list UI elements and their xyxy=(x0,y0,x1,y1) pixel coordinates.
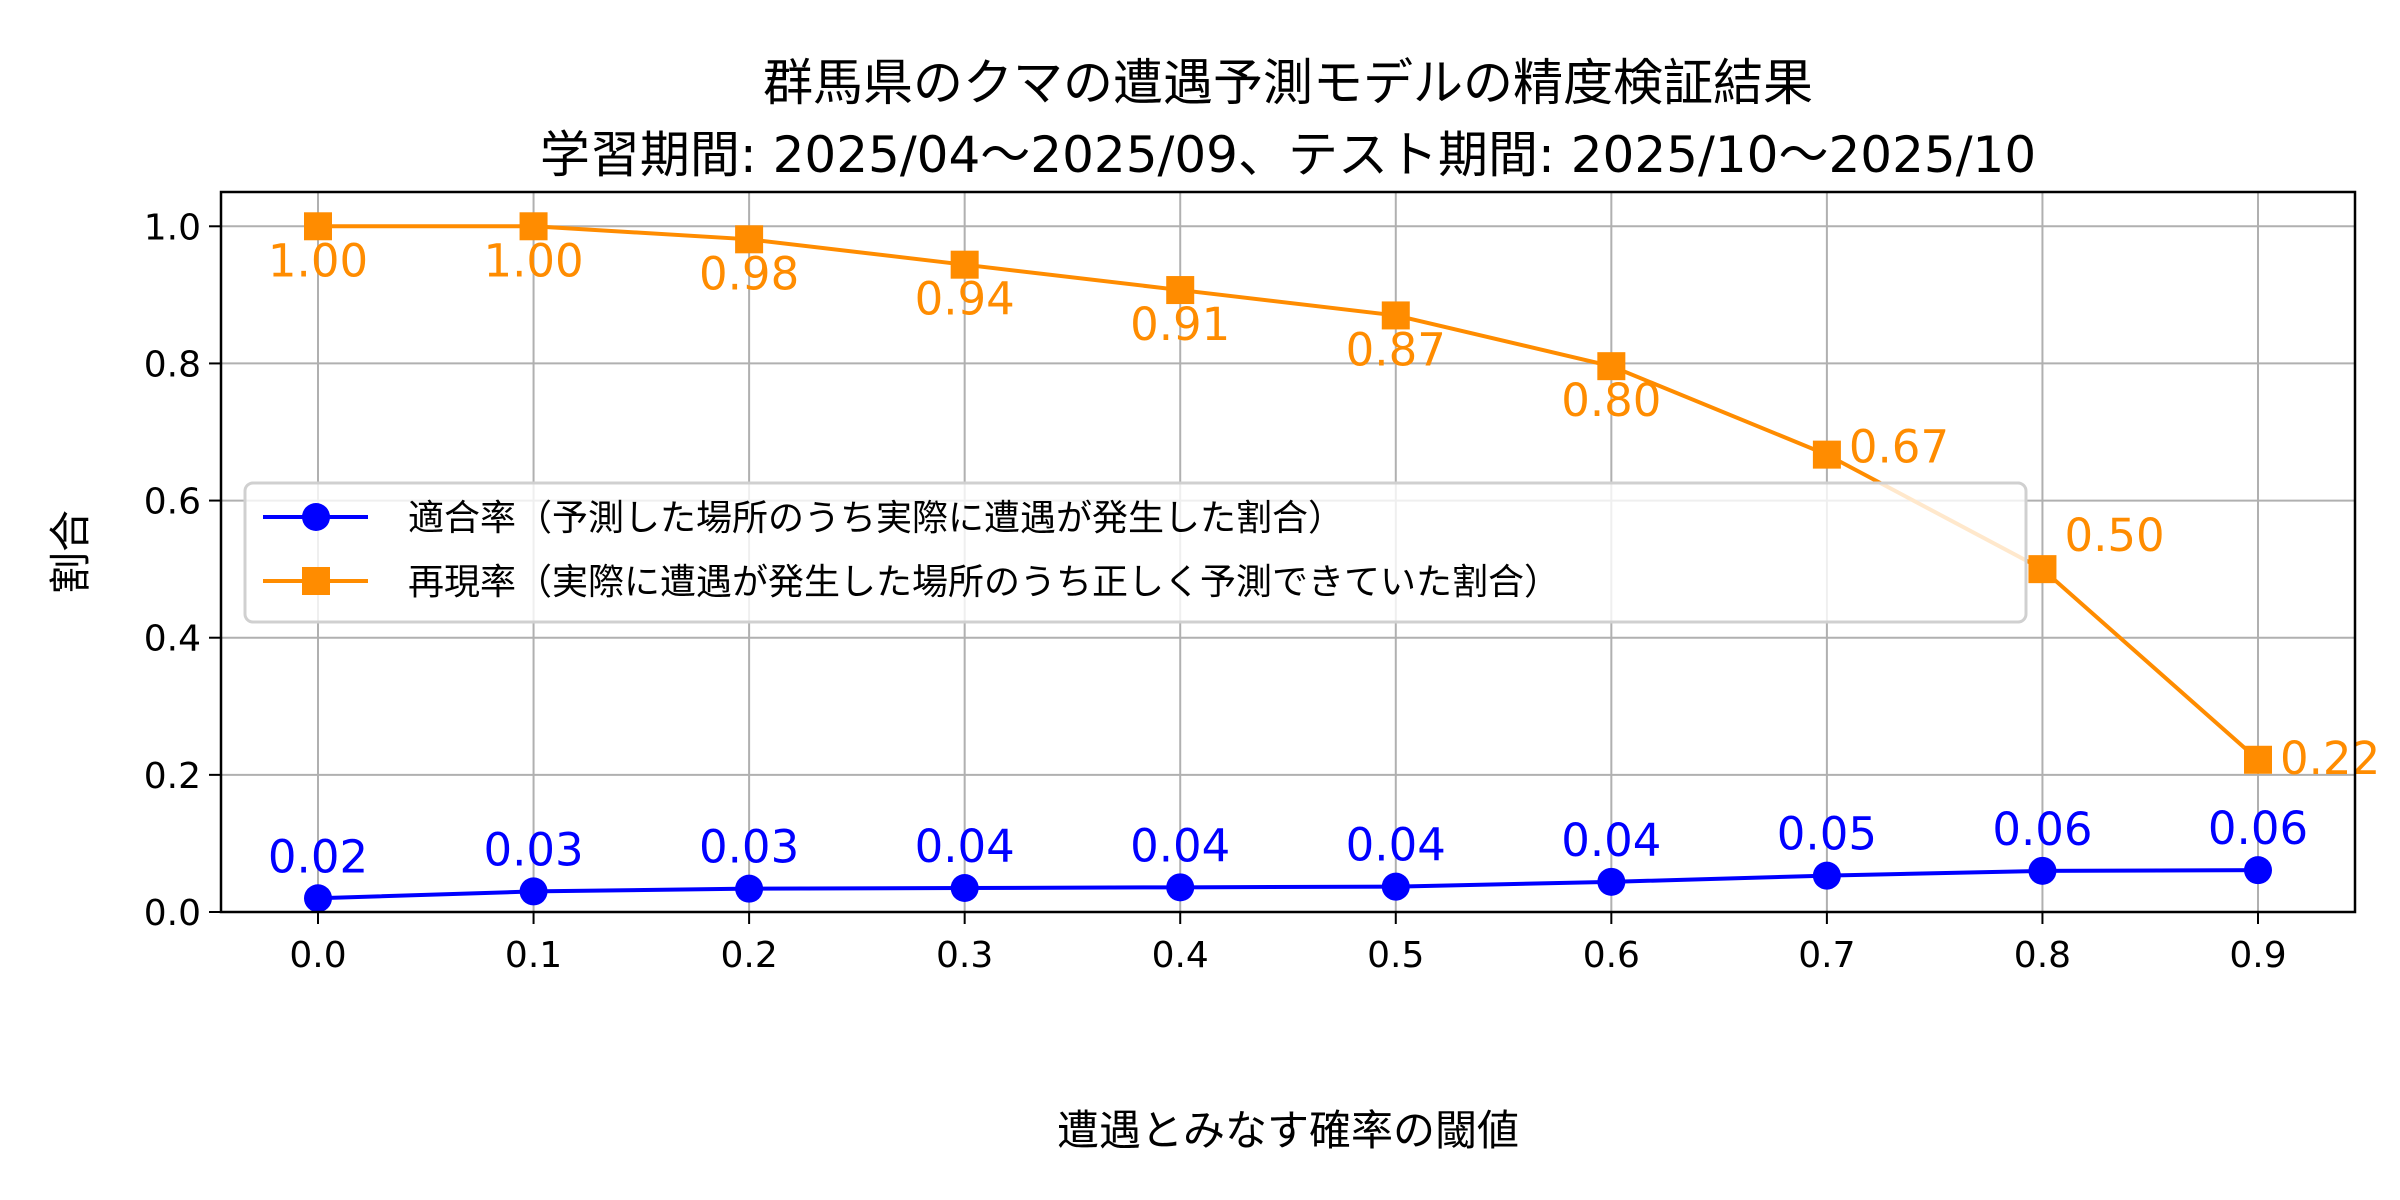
data-point xyxy=(2028,856,2057,885)
x-tick-label: 0.6 xyxy=(1583,935,1640,976)
data-point xyxy=(519,212,548,241)
data-label: 1.00 xyxy=(483,234,583,287)
data-point xyxy=(1166,873,1195,902)
x-tick-label: 0.7 xyxy=(1798,935,1855,976)
data-label: 0.06 xyxy=(2208,802,2308,855)
data-label: 0.98 xyxy=(699,247,799,300)
data-label: 0.91 xyxy=(1130,298,1230,351)
data-point xyxy=(304,884,332,913)
data-labels: 0.02 0.03 0.03 0.04 0.04 0.04 0.04 0.05 0.06 0.06… xyxy=(268,234,2380,883)
data-label: 0.22 xyxy=(2280,732,2380,785)
y-tick-label: 0.8 xyxy=(144,344,201,385)
chart-title-line2: 学習期間: 2025/04〜2025/09、テスト期間: 2025/10〜202… xyxy=(540,126,2036,184)
y-axis-label: 割合 xyxy=(46,510,95,594)
data-label: 0.02 xyxy=(268,830,368,883)
data-point xyxy=(1166,276,1195,305)
x-tick-label: 0.5 xyxy=(1367,935,1424,976)
x-tick-label: 0.1 xyxy=(505,935,562,976)
y-tick-label: 0.4 xyxy=(144,619,201,660)
legend: 適合率（予測した場所のうち実際に遭遇が発生した割合） 再現率（実際に遭遇が発生した… xyxy=(243,481,2028,624)
data-point xyxy=(1812,861,1841,890)
data-point xyxy=(735,225,764,254)
x-tick-label: 0.2 xyxy=(720,935,777,976)
data-point xyxy=(1597,352,1626,381)
data-label: 0.03 xyxy=(483,823,583,876)
data-label: 0.80 xyxy=(1561,374,1661,427)
data-label: 0.04 xyxy=(1561,814,1661,867)
legend-entry: 適合率（予測した場所のうち実際に遭遇が発生した割合） xyxy=(408,498,1344,539)
chart-title-line1: 群馬県のクマの遭遇予測モデルの精度検証結果 xyxy=(763,54,1813,112)
data-point xyxy=(2244,856,2272,885)
data-label: 1.00 xyxy=(268,234,368,287)
data-label: 0.04 xyxy=(1130,819,1230,872)
data-label: 0.05 xyxy=(1777,808,1877,861)
x-tick-label: 0.9 xyxy=(2229,935,2286,976)
data-point xyxy=(950,250,979,279)
legend-entry: 再現率（実際に遭遇が発生した場所のうち正しく予測できていた割合） xyxy=(408,562,1560,603)
data-point xyxy=(1381,872,1410,901)
x-tick-label: 0.0 xyxy=(289,935,346,976)
legend-box xyxy=(243,481,2028,624)
data-label: 0.06 xyxy=(1992,803,2092,856)
data-point xyxy=(1597,867,1626,896)
data-point xyxy=(735,874,764,903)
ticks: 0.0 0.1 0.2 0.3 0.4 0.5 0.6 0.7 0.8 0.9 0.0 0.2 0.4 0… xyxy=(144,207,2287,976)
legend-marker xyxy=(302,503,330,531)
y-tick-label: 0.6 xyxy=(144,482,201,523)
x-tick-label: 0.8 xyxy=(2014,935,2071,976)
data-point xyxy=(1812,440,1841,469)
axes-frame xyxy=(219,190,2357,914)
y-tick-label: 0.2 xyxy=(144,756,201,797)
data-label: 0.03 xyxy=(699,821,799,874)
data-point xyxy=(304,212,332,241)
data-label: 0.67 xyxy=(1849,421,1949,474)
series-line-0 xyxy=(317,868,2259,901)
data-point xyxy=(950,874,979,902)
data-point xyxy=(2244,745,2272,774)
y-tick-label: 0.0 xyxy=(144,893,201,934)
data-label: 0.87 xyxy=(1346,323,1446,376)
data-point xyxy=(1381,301,1410,330)
data-label: 0.04 xyxy=(1346,819,1446,872)
x-tick-label: 0.4 xyxy=(1152,935,1209,976)
data-label: 0.50 xyxy=(2064,509,2164,562)
x-axis-label: 遭遇とみなす確率の閾値 xyxy=(1057,1106,1519,1155)
data-label: 0.94 xyxy=(915,273,1015,326)
data-label: 0.04 xyxy=(915,820,1015,873)
legend-marker xyxy=(302,567,330,595)
data-point xyxy=(2028,555,2057,584)
y-tick-label: 1.0 xyxy=(144,207,201,248)
data-point xyxy=(519,877,548,906)
x-tick-label: 0.3 xyxy=(936,935,993,976)
